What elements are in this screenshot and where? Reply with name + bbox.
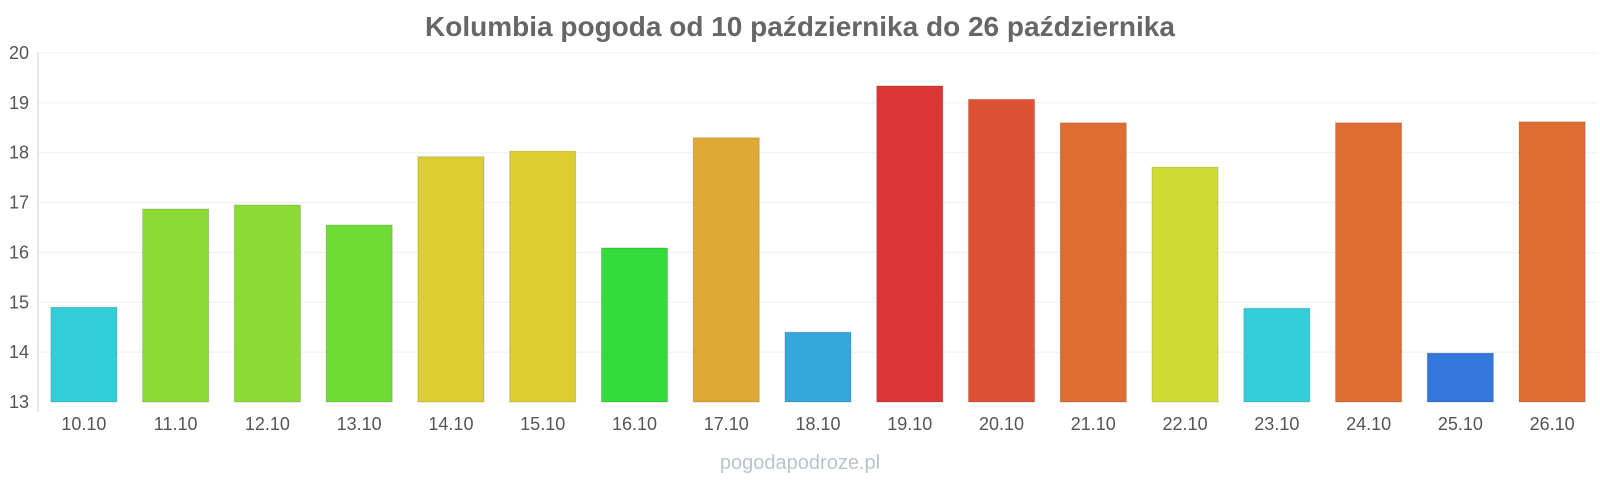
bar-13.10 (325, 224, 393, 403)
x-tick-label: 21.10 (1071, 414, 1116, 434)
x-tick-label: 13.10 (337, 414, 382, 434)
bar-23.10 (1243, 307, 1311, 403)
bar-19.10 (876, 85, 944, 403)
y-tick-label: 15 (9, 292, 29, 312)
bar-24.10 (1335, 122, 1403, 403)
y-tick-label: 19 (9, 93, 29, 113)
y-tick-label: 16 (9, 242, 29, 262)
bar-25.10 (1426, 352, 1494, 403)
x-axis: 10.10 11.10 12.10 13.10 14.10 15.10 16.10 17.10… (61, 414, 1574, 434)
x-tick-label: 14.10 (428, 414, 473, 434)
bar-17.10 (692, 137, 760, 403)
x-tick-label: 19.10 (887, 414, 932, 434)
y-tick-label: 14 (9, 342, 29, 362)
bar-21.10 (1059, 122, 1127, 403)
bar-16.10 (600, 247, 669, 403)
x-tick-label: 26.10 (1530, 414, 1575, 434)
bars (50, 85, 1586, 403)
y-tick-label: 17 (9, 193, 29, 213)
x-tick-label: 16.10 (612, 414, 657, 434)
x-tick-label: 20.10 (979, 414, 1024, 434)
x-tick-label: 25.10 (1438, 414, 1483, 434)
bar-22.10 (1151, 166, 1219, 403)
bar-15.10 (509, 150, 577, 403)
bar-11.10 (142, 208, 210, 403)
x-tick-label: 17.10 (704, 414, 749, 434)
x-tick-label: 23.10 (1254, 414, 1299, 434)
bar-14.10 (417, 156, 485, 403)
chart-title: Kolumbia pogoda od 10 października do 26… (425, 11, 1175, 42)
x-tick-label: 15.10 (520, 414, 565, 434)
x-tick-label: 12.10 (245, 414, 290, 434)
bar-26.10 (1518, 121, 1586, 403)
y-axis: 13 14 15 16 17 18 19 20 (9, 43, 39, 412)
y-tick-label: 20 (9, 43, 29, 63)
x-tick-label: 18.10 (795, 414, 840, 434)
x-tick-label: 11.10 (154, 414, 198, 434)
bar-20.10 (967, 98, 1036, 403)
x-tick-label: 24.10 (1346, 414, 1391, 434)
x-tick-label: 10.10 (61, 414, 106, 434)
x-tick-label: 22.10 (1163, 414, 1208, 434)
y-tick-label: 18 (9, 143, 29, 163)
y-tick-label: 13 (9, 392, 29, 412)
bar-12.10 (233, 204, 301, 403)
bar-18.10 (784, 331, 852, 403)
watermark: pogodapodroze.pl (720, 452, 880, 474)
bar-10.10 (50, 306, 118, 403)
